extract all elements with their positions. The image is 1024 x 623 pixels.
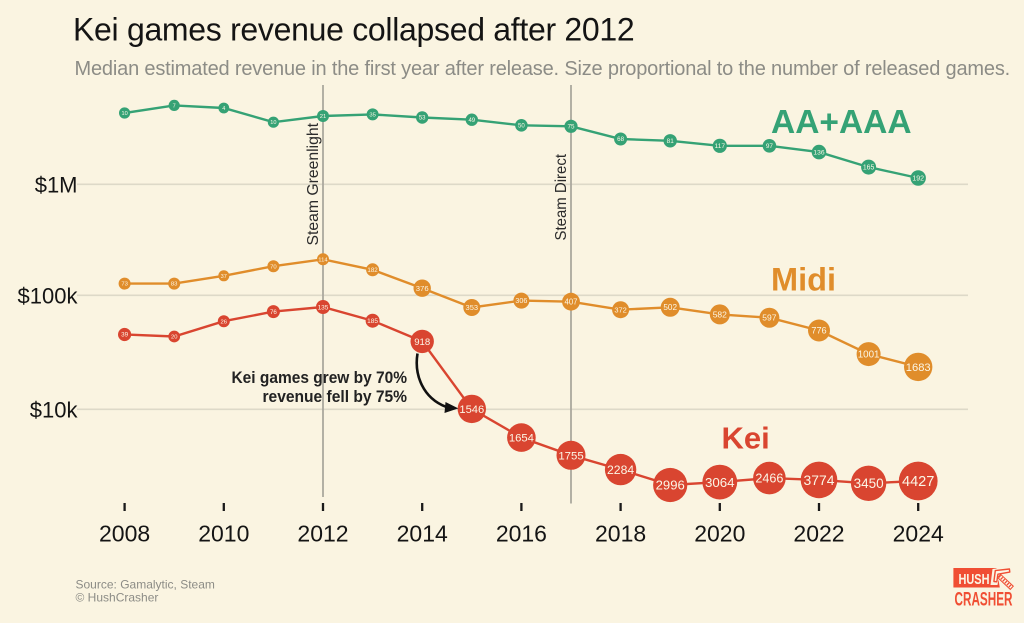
svg-text:© HushCrasher: © HushCrasher [76, 591, 159, 605]
svg-text:136: 136 [813, 149, 824, 156]
svg-text:2016: 2016 [496, 521, 547, 547]
svg-text:372: 372 [614, 305, 627, 314]
svg-text:192: 192 [912, 175, 924, 182]
svg-text:76: 76 [270, 309, 277, 316]
svg-text:776: 776 [811, 326, 826, 336]
svg-text:2022: 2022 [793, 521, 844, 547]
svg-text:81: 81 [667, 138, 675, 145]
svg-text:75: 75 [567, 124, 575, 131]
svg-text:135: 135 [318, 304, 329, 311]
svg-text:35: 35 [369, 112, 376, 118]
svg-text:HUSH: HUSH [959, 571, 990, 588]
svg-text:83: 83 [171, 282, 178, 288]
svg-text:26: 26 [221, 319, 228, 325]
svg-text:376: 376 [416, 284, 429, 293]
svg-text:Steam Direct: Steam Direct [553, 153, 570, 240]
svg-text:2018: 2018 [595, 521, 646, 547]
svg-text:97: 97 [766, 143, 774, 150]
svg-text:7: 7 [173, 103, 176, 109]
svg-text:1001: 1001 [858, 350, 880, 361]
svg-text:1654: 1654 [509, 433, 534, 445]
svg-text:$100k: $100k [18, 283, 79, 308]
svg-text:1683: 1683 [906, 362, 931, 374]
svg-text:114: 114 [318, 257, 328, 263]
svg-text:10: 10 [270, 120, 276, 126]
svg-text:70: 70 [270, 264, 277, 270]
svg-text:353: 353 [466, 303, 479, 312]
svg-text:Kei: Kei [722, 421, 770, 456]
svg-text:49: 49 [468, 118, 475, 124]
svg-text:Kei games revenue collapsed af: Kei games revenue collapsed after 2012 [73, 12, 634, 48]
svg-text:4: 4 [222, 106, 225, 112]
svg-text:597: 597 [762, 313, 776, 323]
svg-text:37: 37 [221, 274, 227, 280]
svg-text:2284: 2284 [607, 463, 634, 477]
svg-text:582: 582 [713, 309, 727, 319]
svg-text:21: 21 [320, 114, 327, 120]
svg-text:2024: 2024 [893, 521, 944, 547]
svg-text:AA+AAA: AA+AAA [771, 104, 912, 141]
svg-text:918: 918 [414, 337, 430, 348]
svg-text:Source: Gamalytic, Steam: Source: Gamalytic, Steam [76, 578, 215, 592]
svg-text:Midi: Midi [771, 262, 836, 298]
svg-text:39: 39 [121, 332, 129, 339]
svg-text:117: 117 [715, 143, 726, 150]
svg-text:20: 20 [171, 335, 177, 341]
svg-text:2020: 2020 [694, 521, 745, 547]
svg-text:2012: 2012 [297, 521, 348, 547]
svg-text:502: 502 [663, 303, 677, 312]
svg-text:4427: 4427 [902, 474, 934, 490]
svg-text:182: 182 [367, 267, 378, 274]
svg-text:2014: 2014 [397, 521, 448, 547]
svg-text:$10k: $10k [30, 397, 79, 422]
svg-text:306: 306 [515, 296, 527, 305]
svg-text:3774: 3774 [804, 472, 835, 488]
svg-text:10: 10 [121, 111, 127, 117]
svg-text:73: 73 [121, 282, 128, 288]
svg-text:Steam Greenlight: Steam Greenlight [305, 122, 322, 245]
svg-text:1546: 1546 [459, 404, 484, 416]
svg-text:407: 407 [564, 297, 577, 306]
svg-text:185: 185 [367, 318, 378, 325]
svg-text:2010: 2010 [198, 521, 249, 547]
svg-text:68: 68 [617, 136, 624, 143]
svg-text:$1M: $1M [35, 172, 78, 197]
svg-text:CRASHER: CRASHER [955, 590, 1013, 611]
svg-text:2996: 2996 [656, 478, 685, 493]
svg-text:2008: 2008 [99, 521, 150, 547]
svg-text:2466: 2466 [755, 472, 783, 486]
svg-text:Median estimated revenue in th: Median estimated revenue in the first ye… [75, 58, 1011, 80]
svg-text:1755: 1755 [558, 450, 583, 462]
svg-text:revenue fell by 75%: revenue fell by 75% [263, 387, 408, 406]
svg-text:53: 53 [419, 116, 426, 122]
svg-text:50: 50 [518, 122, 525, 129]
svg-text:3450: 3450 [854, 476, 884, 491]
svg-text:165: 165 [863, 165, 875, 172]
svg-text:Kei games grew by 70%: Kei games grew by 70% [232, 368, 408, 387]
svg-text:3064: 3064 [705, 475, 735, 490]
